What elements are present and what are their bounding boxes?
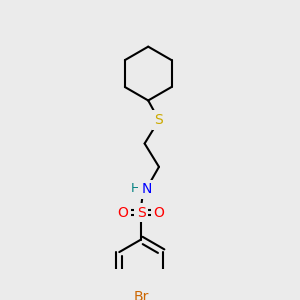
Text: Br: Br	[133, 290, 149, 300]
Text: H: H	[131, 182, 140, 195]
Text: N: N	[141, 182, 152, 196]
Text: O: O	[154, 206, 164, 220]
Text: S: S	[154, 113, 163, 127]
Text: O: O	[118, 206, 128, 220]
Text: S: S	[137, 206, 146, 220]
